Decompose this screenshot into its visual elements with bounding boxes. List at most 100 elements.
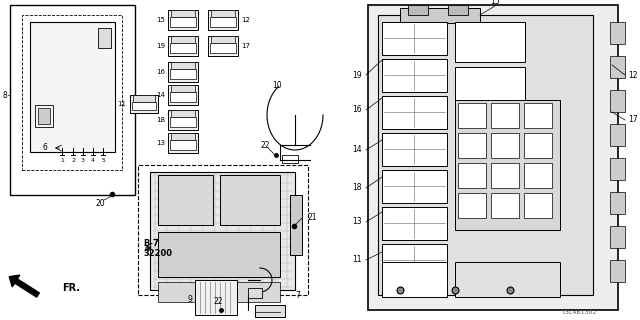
Bar [170,117,196,127]
Bar [130,95,158,113]
Text: 22: 22 [260,140,269,149]
Bar [382,170,447,203]
Bar [610,158,625,180]
Bar [382,59,447,92]
Bar [171,10,195,17]
Bar [133,95,155,102]
Text: 6: 6 [43,143,47,153]
Bar [524,193,552,218]
Bar [35,105,53,127]
Bar [158,282,213,302]
Text: 11: 11 [353,255,362,265]
Bar [610,56,625,78]
Text: 15: 15 [490,0,500,6]
Bar [524,163,552,188]
Bar [255,305,285,317]
Text: 19: 19 [156,43,165,49]
Bar [168,133,198,153]
Bar [290,195,302,255]
Text: T3L4B1302: T3L4B1302 [563,310,598,316]
Text: 16: 16 [156,69,165,75]
Bar [30,22,115,152]
Bar [22,15,122,170]
Bar [524,103,552,128]
Bar [168,10,198,30]
Bar [220,175,280,225]
Bar [382,22,447,55]
Bar [448,5,468,15]
Text: 1: 1 [60,157,64,163]
Text: 18: 18 [353,183,362,193]
Bar [455,262,560,297]
Text: 20: 20 [95,198,105,207]
Bar [168,110,198,130]
Text: 4: 4 [91,157,95,163]
Bar [610,260,625,282]
Bar [38,108,50,124]
Bar [211,10,235,17]
Bar [138,165,308,295]
Text: 2: 2 [71,157,75,163]
Bar [610,226,625,248]
Text: 12: 12 [628,70,637,79]
Text: 3: 3 [81,157,85,163]
Text: 9: 9 [187,295,192,305]
Bar [458,133,486,158]
Bar [458,193,486,218]
Bar [168,85,198,105]
Bar [170,140,196,150]
Bar [211,36,235,43]
Text: 22: 22 [213,297,223,306]
Bar [158,175,213,225]
Text: 10: 10 [272,81,282,90]
Bar [170,17,196,27]
Text: 7: 7 [295,291,300,300]
Bar [491,103,519,128]
Text: 8: 8 [3,91,8,100]
Bar [610,90,625,112]
Bar [491,163,519,188]
Text: 16: 16 [353,106,362,115]
Bar [170,92,196,102]
Text: 13: 13 [353,218,362,227]
Bar [382,133,447,166]
Bar [132,102,156,110]
Bar [150,172,295,290]
Bar [491,133,519,158]
Text: 14: 14 [156,92,165,98]
Bar [210,17,236,27]
Bar [458,163,486,188]
Bar [171,62,195,69]
Bar [368,5,618,310]
Bar [455,22,525,62]
Bar [408,5,428,15]
Text: 17: 17 [628,116,637,124]
Bar [208,10,238,30]
Text: 11: 11 [117,101,126,107]
Text: 13: 13 [156,140,165,146]
Bar [610,124,625,146]
Text: 5: 5 [101,157,105,163]
Text: 17: 17 [241,43,250,49]
Text: B-7: B-7 [143,238,159,247]
Text: 18: 18 [156,117,165,123]
Bar [168,36,198,56]
Text: 15: 15 [156,17,165,23]
Bar [524,133,552,158]
Bar [171,110,195,117]
Bar [382,207,447,240]
Bar [208,36,238,56]
Bar [378,15,593,295]
Bar [248,288,262,298]
Bar [210,43,236,53]
Bar [382,96,447,129]
FancyArrow shape [9,275,39,297]
Bar [168,62,198,82]
Text: 12: 12 [241,17,250,23]
Bar [158,232,280,277]
Bar [382,244,447,277]
Bar [171,36,195,43]
Bar [170,69,196,79]
Bar [455,100,560,230]
Text: 32200: 32200 [143,249,172,258]
